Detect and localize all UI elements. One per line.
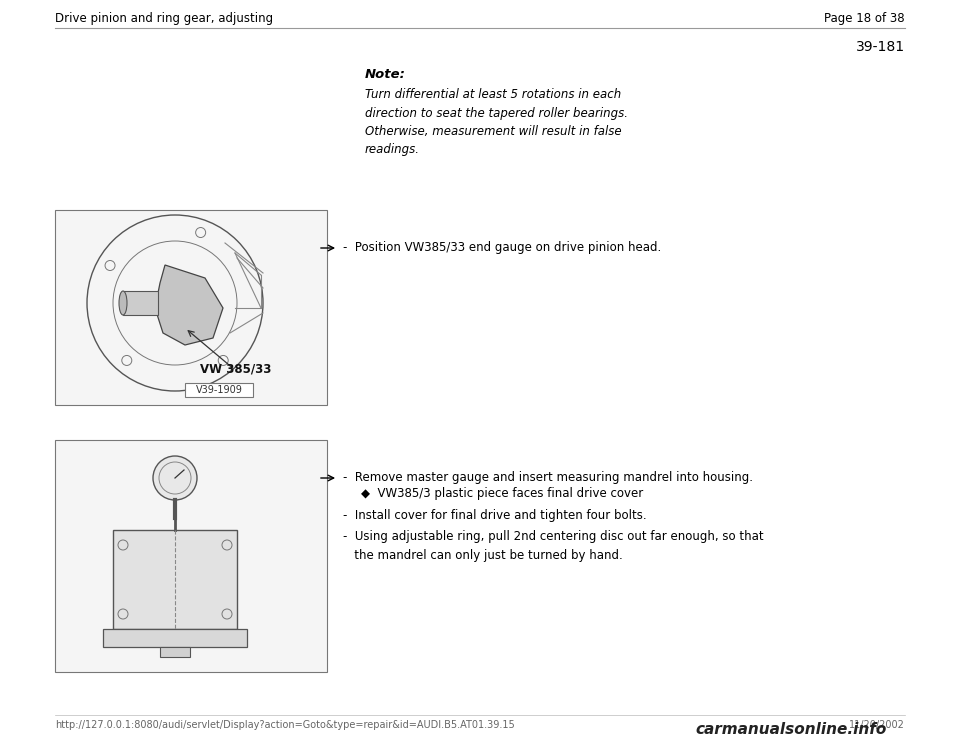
- Text: carmanualsonline.info: carmanualsonline.info: [695, 722, 886, 737]
- Ellipse shape: [119, 291, 127, 315]
- Bar: [160, 647, 190, 657]
- Bar: [113, 530, 237, 629]
- Polygon shape: [155, 265, 223, 345]
- Bar: [55, 210, 327, 405]
- Text: Page 18 of 38: Page 18 of 38: [825, 12, 905, 25]
- Text: 39-181: 39-181: [856, 40, 905, 54]
- Text: Note:: Note:: [365, 68, 406, 81]
- Circle shape: [153, 456, 197, 500]
- Text: VW 385/33: VW 385/33: [200, 363, 272, 376]
- Text: -  Remove master gauge and insert measuring mandrel into housing.: - Remove master gauge and insert measuri…: [343, 471, 753, 484]
- Bar: [55, 440, 327, 672]
- Text: -  Position VW385/33 end gauge on drive pinion head.: - Position VW385/33 end gauge on drive p…: [343, 241, 661, 254]
- Text: V39-1909: V39-1909: [196, 385, 243, 395]
- Text: the mandrel can only just be turned by hand.: the mandrel can only just be turned by h…: [343, 548, 623, 562]
- Text: Drive pinion and ring gear, adjusting: Drive pinion and ring gear, adjusting: [55, 12, 274, 25]
- Text: -  Using adjustable ring, pull 2nd centering disc out far enough, so that: - Using adjustable ring, pull 2nd center…: [343, 531, 763, 543]
- Text: -  Install cover for final drive and tighten four bolts.: - Install cover for final drive and tigh…: [343, 510, 647, 522]
- Bar: [123, 291, 158, 315]
- Text: http://127.0.0.1:8080/audi/servlet/Display?action=Goto&type=repair&id=AUDI.B5.AT: http://127.0.0.1:8080/audi/servlet/Displ…: [55, 720, 515, 730]
- Bar: [185, 383, 253, 397]
- Bar: [103, 629, 247, 647]
- Text: 11/20/2002: 11/20/2002: [850, 720, 905, 730]
- Text: Turn differential at least 5 rotations in each
direction to seat the tapered rol: Turn differential at least 5 rotations i…: [365, 88, 628, 157]
- Text: ◆  VW385/3 plastic piece faces final drive cover: ◆ VW385/3 plastic piece faces final driv…: [361, 487, 643, 500]
